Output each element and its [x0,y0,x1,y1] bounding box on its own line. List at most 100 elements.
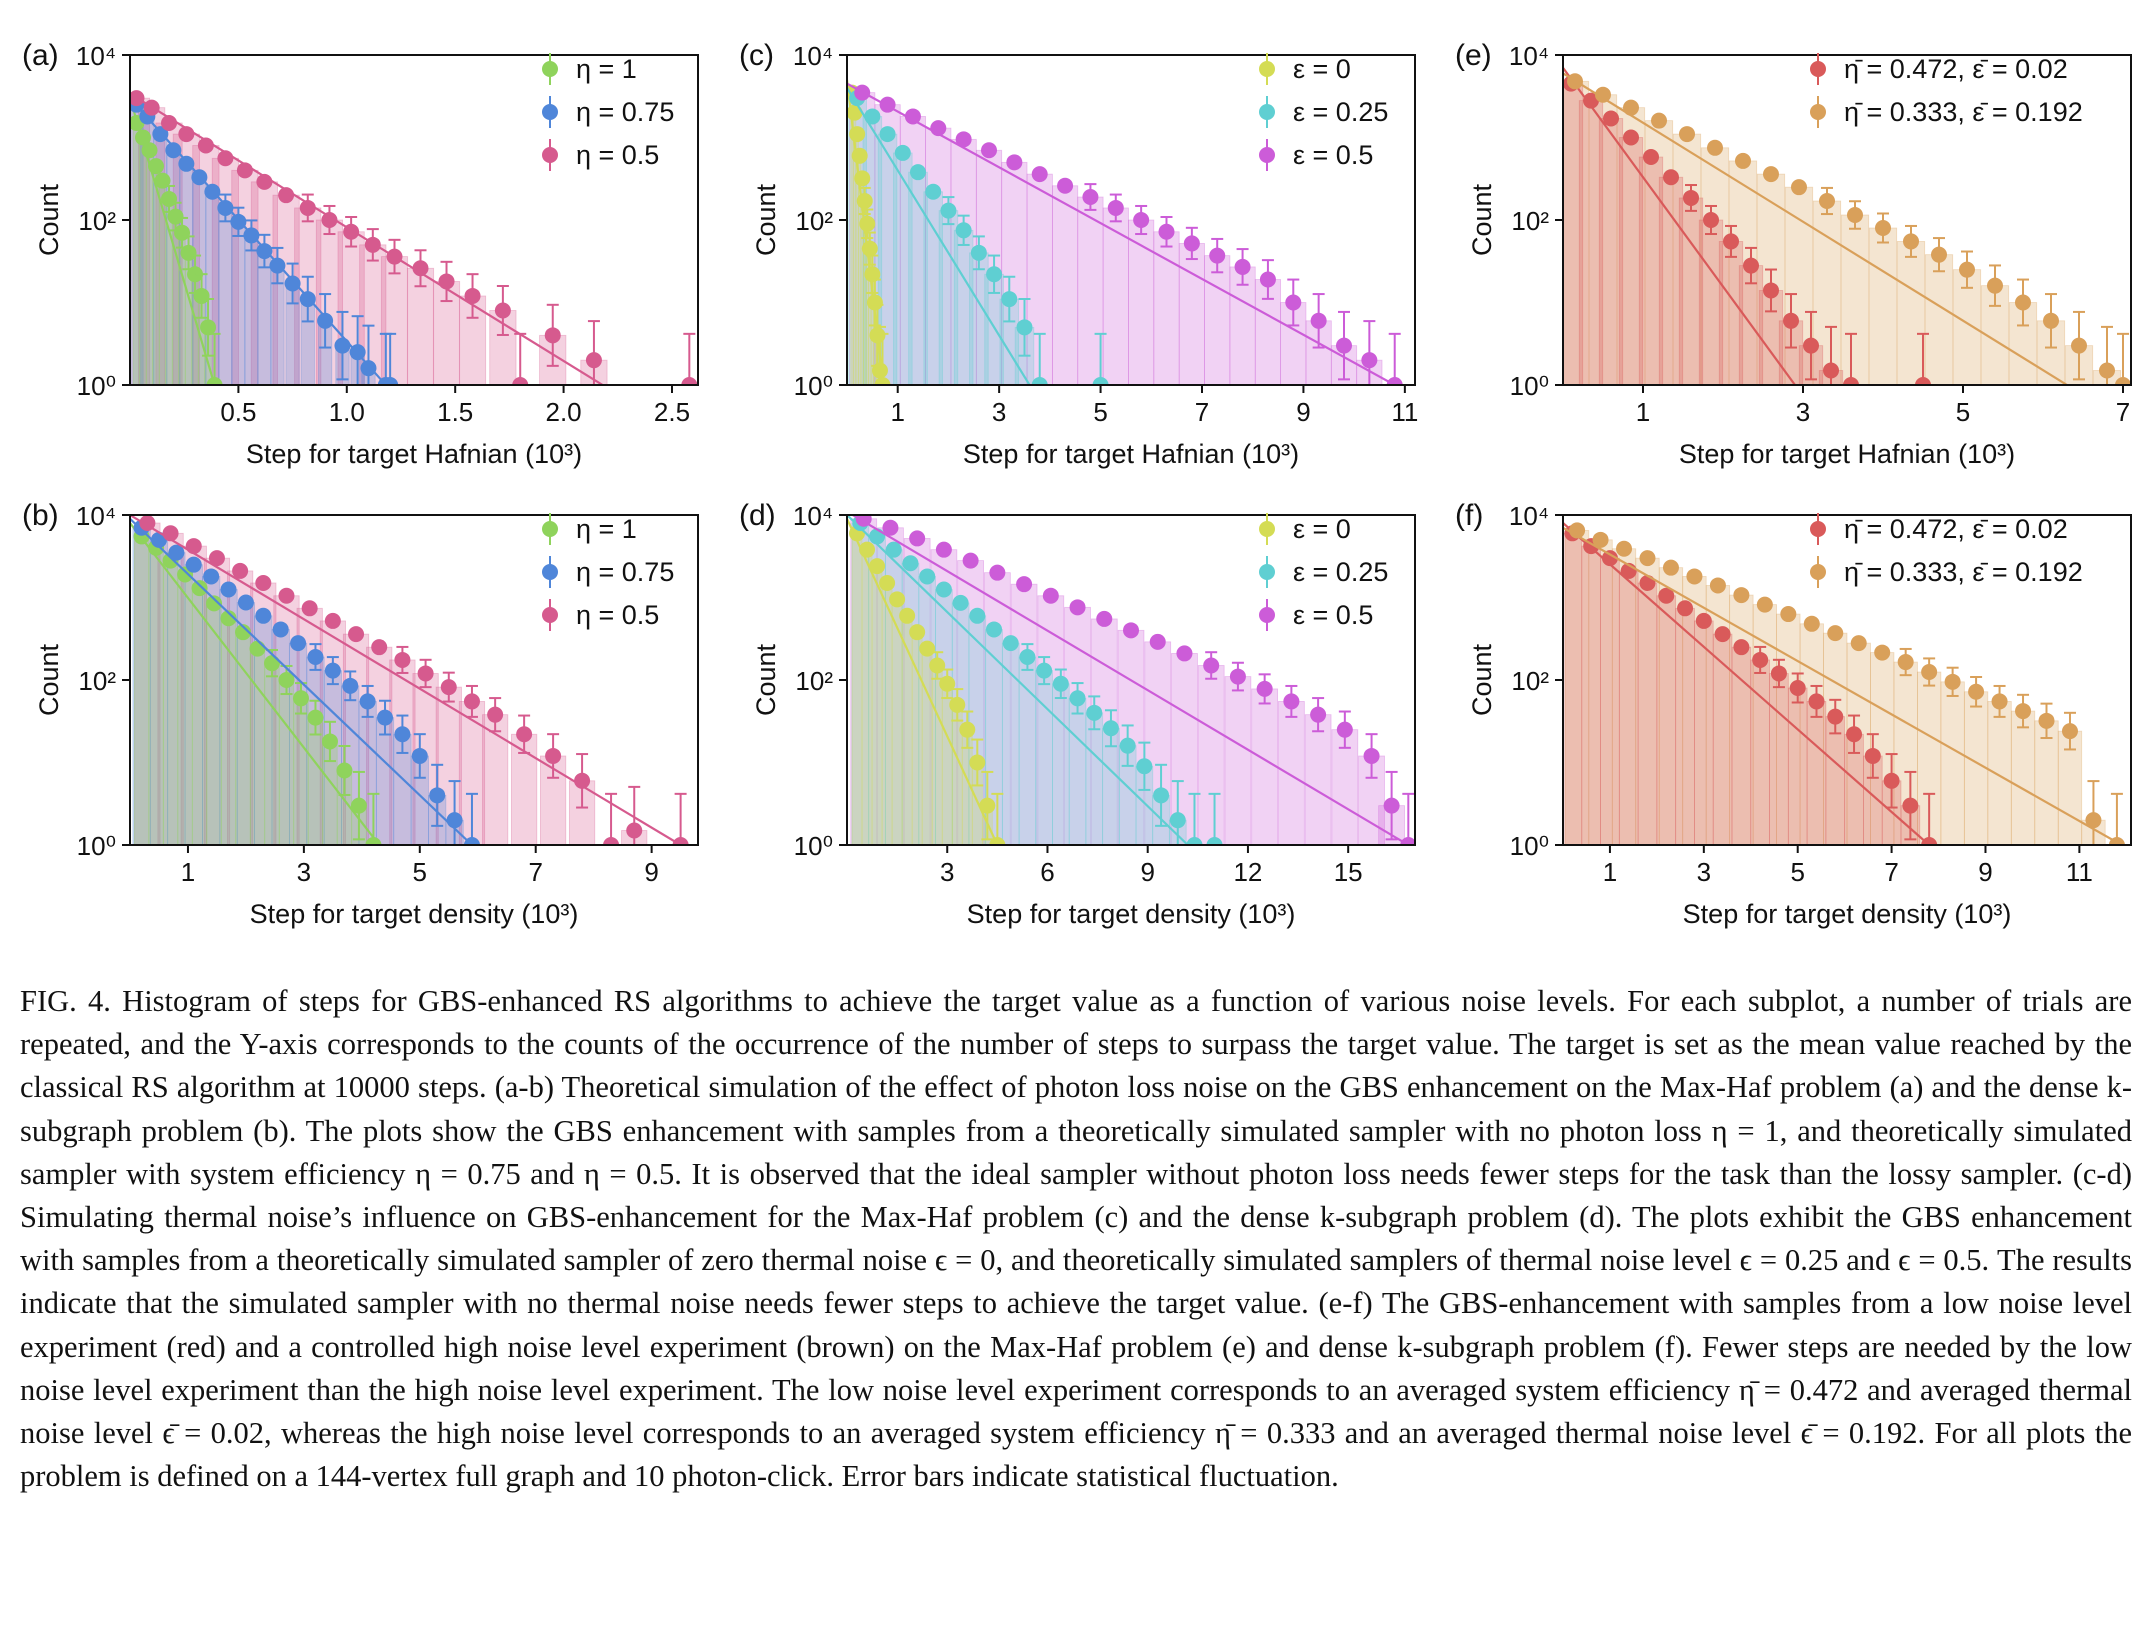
data-point [1176,645,1193,662]
data-point [272,621,289,638]
data-point [970,244,987,261]
data-point [1285,294,1302,311]
caption-text: FIG. 4. Histogram of steps for GBS-enhan… [20,984,2132,1494]
data-point [1092,377,1109,385]
data-point [1019,649,1036,666]
data-point [1944,673,1961,690]
data-point [299,199,316,216]
x-tick-label: 1 [181,857,195,887]
histogram-bar [1224,676,1252,845]
data-point [869,528,886,545]
data-point [208,550,225,567]
data-point [969,754,986,771]
data-point [1662,559,1679,576]
data-point [925,183,942,200]
data-point [1096,610,1113,627]
data-point [885,541,902,558]
data-point [1875,219,1891,236]
histogram-bar [278,679,295,845]
data-point [364,236,381,253]
legend-label: ε = 0.5 [1293,140,1373,170]
panel-label: (b) [22,499,59,532]
data-point [1707,139,1723,156]
y-tick-label: 10² [1511,666,1549,696]
data-point [220,610,237,627]
legend-marker [1259,607,1275,623]
histogram-bar [1940,681,1965,845]
data-point [909,624,926,641]
chart-svg: 0.5 1.0 1.5 2.0 2.5 10⁰ 10² 10⁴ Step for target … [22,39,2132,929]
data-point [879,96,896,113]
data-point [167,208,184,225]
data-point [135,129,152,146]
data-point [1846,726,1863,743]
data-point [981,142,997,159]
data-point [1592,531,1609,548]
data-point [854,170,871,187]
data-point [1783,312,1799,329]
histogram-bar [249,648,266,845]
data-point [334,337,351,354]
data-point [1791,179,1807,196]
data-point [1234,258,1251,275]
data-point [1016,576,1033,593]
y-tick-label: 10⁴ [793,41,833,71]
data-point [1616,540,1633,557]
data-point [1968,683,1985,700]
legend-label: η = 1 [576,514,637,544]
histogram-bars [134,522,648,845]
data-point [1931,246,1947,263]
data-point [874,377,891,385]
y-axis-label: Count [1467,183,1497,256]
histogram-bar [931,665,943,845]
data-point [377,709,394,726]
x-tick-label: 1 [1636,397,1650,427]
x-tick-label: 3 [1796,397,1810,427]
histogram-bar [1077,196,1104,385]
data-point [1823,362,1839,379]
histogram-bar [293,697,309,845]
histogram-bars [133,536,367,845]
data-point [1183,235,1200,252]
histogram-bar [1840,214,1870,385]
panel-a: 0.5 1.0 1.5 2.0 2.5 10⁰ 10² 10⁴ Step for target … [22,39,699,469]
data-point [1086,704,1103,721]
data-point [1663,169,1679,186]
data-point [1756,596,1773,613]
data-point [382,377,399,385]
data-point [1897,654,1914,671]
data-point [1595,86,1611,103]
histogram-bar [1331,729,1359,845]
y-tick-label: 10⁰ [1510,831,1549,861]
data-point [343,223,360,240]
fit-line [130,517,473,845]
data-point [2071,337,2087,354]
data-point [1780,606,1797,623]
data-point [1361,352,1378,369]
data-point [2085,812,2102,829]
panel-label: (a) [22,39,59,72]
x-axis-label: Step for target Hafnian (10³) [246,439,582,469]
data-point [859,541,876,558]
data-point [317,312,334,329]
histogram-bar [1694,620,1714,845]
data-point [1567,73,1583,90]
data-point [255,607,272,624]
histogram-bar [1117,629,1145,845]
x-axis-label: Step for target density (10³) [250,899,579,929]
data-point [185,556,202,573]
data-point [463,837,480,845]
data-point [849,126,866,143]
data-point [871,362,888,379]
legend-marker [1810,61,1826,77]
data-point [1902,797,1919,814]
data-point [217,150,234,167]
data-point [2099,362,2115,379]
histogram-bar [375,717,395,845]
x-tick-label: 5 [1093,397,1107,427]
data-point [1153,787,1170,804]
panel-b: 1 3 5 7 9 10⁰ 10² 10⁴ Step for target density (1… [22,499,699,929]
data-point [1991,693,2008,710]
data-point [360,360,377,377]
data-point [1803,337,1819,354]
